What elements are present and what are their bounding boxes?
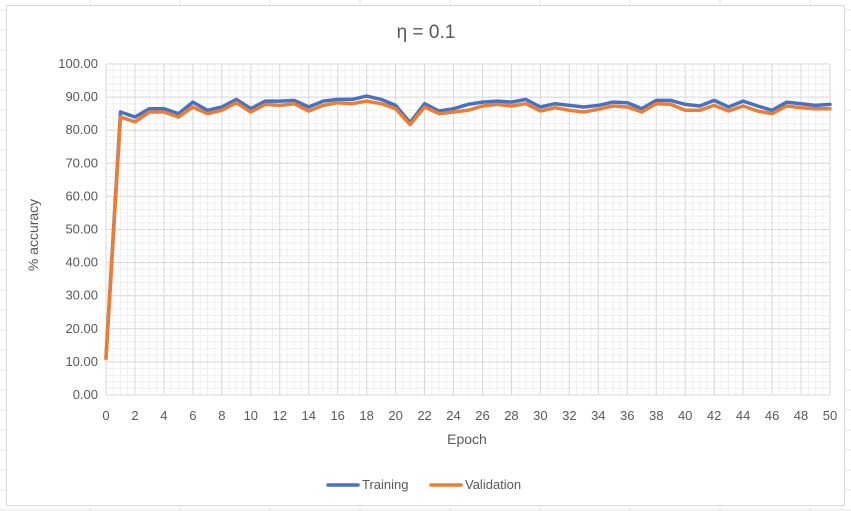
x-tick-label: 46 [765, 408, 779, 423]
y-tick-label: 0.00 [73, 387, 98, 402]
x-tick-label: 26 [475, 408, 489, 423]
x-tick-label: 4 [160, 408, 167, 423]
y-tick-label: 100.00 [58, 56, 98, 71]
legend-label-training: Training [362, 477, 408, 492]
x-tick-label: 24 [446, 408, 460, 423]
x-tick-label: 20 [388, 408, 402, 423]
x-axis-label: Epoch [447, 431, 487, 447]
y-tick-label: 30.00 [65, 288, 98, 303]
x-tick-label: 34 [591, 408, 605, 423]
x-tick-label: 30 [533, 408, 547, 423]
line-chart: η = 0.1 0.0010.0020.0030.0040.0050.0060.… [25, 22, 837, 492]
x-tick-label: 50 [823, 408, 837, 423]
x-tick-label: 38 [649, 408, 663, 423]
x-tick-label: 40 [678, 408, 692, 423]
x-tick-label: 6 [189, 408, 196, 423]
x-tick-label: 32 [562, 408, 576, 423]
x-tick-label: 22 [417, 408, 431, 423]
chart-title: η = 0.1 [397, 22, 456, 43]
x-tick-label: 12 [273, 408, 287, 423]
x-tick-label: 18 [359, 408, 373, 423]
y-tick-label: 10.00 [65, 354, 98, 369]
x-tick-label: 48 [794, 408, 808, 423]
y-tick-label: 50.00 [65, 222, 98, 237]
y-tick-label: 80.00 [65, 122, 98, 137]
x-tick-label: 8 [218, 408, 225, 423]
series-lines [104, 94, 832, 361]
x-tick-label: 0 [102, 408, 109, 423]
y-tick-label: 60.00 [65, 188, 98, 203]
y-axis-label: % accuracy [25, 199, 41, 271]
series-line-training [104, 94, 832, 359]
y-tick-label: 70.00 [65, 155, 98, 170]
major-gridlines [105, 63, 831, 396]
legend[interactable]: Training Validation [326, 477, 521, 492]
y-tick-label: 40.00 [65, 255, 98, 270]
y-tick-label: 90.00 [65, 89, 98, 104]
x-tick-label: 44 [736, 408, 750, 423]
x-tick-label: 10 [244, 408, 258, 423]
x-axis-ticks: 0 2 4 6 8 10 12 14 16 18 20 22 24 26 28 30 32 34 36 38 40 42 4… [102, 408, 837, 423]
x-tick-label: 36 [620, 408, 634, 423]
legend-label-validation: Validation [465, 477, 521, 492]
y-tick-label: 20.00 [65, 321, 98, 336]
x-tick-label: 16 [330, 408, 344, 423]
x-tick-label: 2 [131, 408, 138, 423]
series-line-validation [104, 99, 832, 361]
chart-area[interactable]: η = 0.1 0.00 10.00 20.00 30.00 40.00 50.00 60.… [6, 5, 845, 506]
y-axis-ticks: 0.00 10.00 20.00 30.00 40.00 50.00 60.00 70.00 8… [58, 56, 98, 402]
x-tick-label: 14 [301, 408, 315, 423]
x-tick-label: 42 [707, 408, 721, 423]
x-tick-label: 28 [504, 408, 518, 423]
